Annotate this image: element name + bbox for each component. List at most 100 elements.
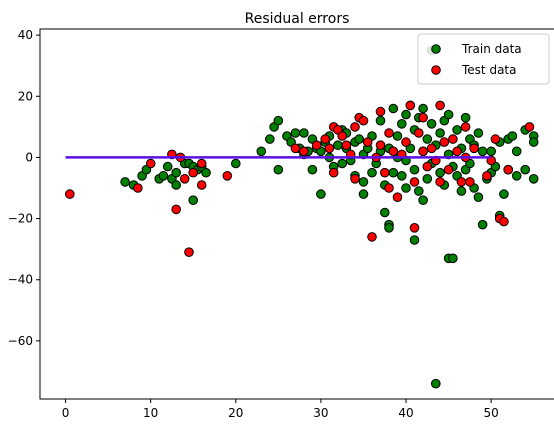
test-data-point-56 <box>460 122 471 132</box>
test-data-point-46 <box>426 143 437 154</box>
train-data-point-96 <box>448 253 458 264</box>
train-data-point-18 <box>256 146 267 157</box>
train-data-point-94 <box>443 109 454 120</box>
train-data-point-49 <box>358 177 369 187</box>
test-data-point-43 <box>418 146 428 157</box>
y-tick-label-2: 0 <box>25 150 33 164</box>
test-data-point-33 <box>384 128 394 138</box>
train-data-point-58 <box>380 207 390 218</box>
train-data-point-82 <box>422 174 433 184</box>
train-data-point-107 <box>473 192 484 202</box>
test-data-point-58 <box>469 143 479 154</box>
test-data-point-7 <box>184 247 194 257</box>
train-data-point-97 <box>452 125 462 135</box>
chart-title: Residual errors <box>245 11 350 27</box>
train-data-point-6 <box>162 161 173 172</box>
test-data-point-51 <box>443 164 454 175</box>
test-data-point-65 <box>524 122 535 132</box>
legend-marker-test <box>431 65 441 75</box>
train-data-point-113 <box>486 146 497 157</box>
train-data-point-121 <box>511 171 522 181</box>
test-data-point-17 <box>328 167 339 178</box>
test-data-point-14 <box>311 140 322 150</box>
train-data-point-22 <box>273 164 284 175</box>
test-data-point-44 <box>418 112 428 123</box>
x-tick-label-3: 30 <box>313 406 328 420</box>
train-data-point-53 <box>367 167 377 178</box>
train-data-point-74 <box>409 235 420 245</box>
test-data-point-39 <box>405 100 416 111</box>
test-data-point-9 <box>196 180 207 190</box>
train-data-point-25 <box>290 128 301 138</box>
test-data-point-31 <box>375 106 386 117</box>
train-data-point-117 <box>499 189 509 199</box>
train-data-point-101 <box>460 112 471 123</box>
train-data-point-17 <box>231 158 241 169</box>
train-data-point-19 <box>265 134 275 144</box>
train-data-point-124 <box>520 164 531 175</box>
test-data-point-50 <box>439 137 450 147</box>
test-data-point-23 <box>350 174 360 184</box>
train-data-point-41 <box>337 158 348 169</box>
x-tick-label-2: 20 <box>228 406 243 420</box>
test-data-point-10 <box>196 158 207 169</box>
legend-marker-train <box>431 44 441 54</box>
test-data-point-4 <box>171 204 181 215</box>
test-data-point-35 <box>388 146 399 157</box>
train-data-point-39 <box>333 140 343 150</box>
x-tick-label-4: 40 <box>398 406 413 420</box>
train-data-point-88 <box>435 167 445 178</box>
train-data-point-5 <box>158 171 169 181</box>
train-data-point-127 <box>528 137 539 147</box>
test-data-point-38 <box>401 137 411 147</box>
train-data-point-33 <box>316 189 326 199</box>
x-tick-label-0: 0 <box>62 406 70 420</box>
train-data-point-12 <box>188 195 198 205</box>
test-data-point-40 <box>409 223 420 233</box>
test-data-point-54 <box>456 177 467 187</box>
test-data-point-61 <box>490 134 501 144</box>
test-data-point-21 <box>341 140 352 150</box>
train-data-point-78 <box>418 103 428 114</box>
train-data-point-67 <box>397 171 407 181</box>
train-data-point-109 <box>477 219 488 230</box>
train-data-point-0 <box>120 177 130 187</box>
train-data-point-125 <box>528 174 539 184</box>
test-data-point-57 <box>465 177 475 187</box>
train-data-point-21 <box>273 115 284 126</box>
test-data-point-36 <box>392 192 403 202</box>
test-data-point-2 <box>145 158 156 169</box>
test-data-point-20 <box>337 131 348 141</box>
train-data-point-47 <box>354 134 365 144</box>
y-tick-label-0: 40 <box>18 28 33 42</box>
test-data-point-41 <box>409 177 420 187</box>
train-data-point-84 <box>426 119 437 129</box>
legend-label-test: Test data <box>461 63 516 77</box>
test-data-point-45 <box>422 161 433 172</box>
data-points <box>65 45 539 389</box>
test-data-point-63 <box>499 216 509 227</box>
test-data-point-28 <box>367 232 377 242</box>
x-tick-label-1: 10 <box>143 406 158 420</box>
legend-box <box>417 33 550 85</box>
test-data-point-53 <box>452 146 462 157</box>
train-data-point-66 <box>397 119 407 129</box>
legend-label-train: Train data <box>461 42 522 56</box>
test-data-point-12 <box>290 143 301 154</box>
train-data-point-62 <box>388 103 399 114</box>
x-tick-label-5: 50 <box>484 406 499 420</box>
train-data-point-64 <box>392 131 403 141</box>
test-data-point-6 <box>179 174 190 184</box>
train-data-point-70 <box>401 183 411 193</box>
train-data-point-50 <box>358 189 369 199</box>
train-data-point-55 <box>375 115 386 126</box>
train-data-point-89 <box>435 128 445 138</box>
test-data-point-8 <box>188 167 198 178</box>
plot-frame <box>39 28 554 400</box>
test-data-point-49 <box>435 177 445 187</box>
test-data-point-13 <box>299 146 309 157</box>
test-data-point-30 <box>375 140 386 150</box>
train-data-point-77 <box>414 186 424 196</box>
train-data-point-100 <box>456 186 467 196</box>
